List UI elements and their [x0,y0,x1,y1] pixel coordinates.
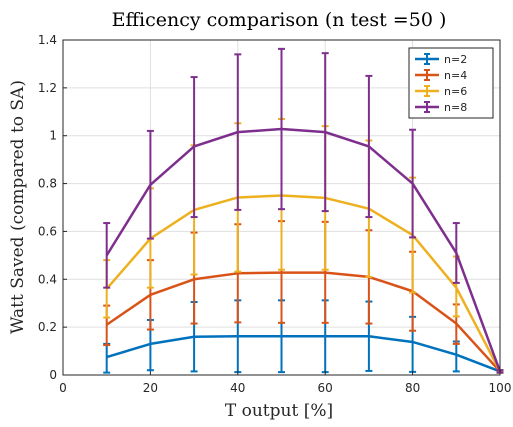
x-tick-label: 0 [59,381,67,395]
series-2 [103,220,504,374]
y-tick-label: 1.4 [38,33,57,47]
y-tick-label: 1.2 [38,81,57,95]
legend-item: n=6 [415,85,467,98]
legend: n=2 n=4 n=6 n=8 [408,47,494,119]
y-tick-label: 0.8 [38,177,57,191]
y-tick-label: 0.6 [38,224,57,238]
x-axis-label: T output [%] [225,401,333,421]
series-line [106,334,501,373]
legend-label: n=6 [444,85,467,98]
x-tick-label: 20 [143,381,158,395]
x-tick-label: 40 [230,381,245,395]
x-tick-label: 60 [318,381,333,395]
x-tick-label: 100 [489,381,512,395]
y-axis-label: Watt Saved (compared to SA) [8,80,28,334]
legend-item: n=8 [415,101,467,114]
legend-label: n=2 [444,53,467,66]
series-line [105,127,502,372]
series-line [105,271,501,373]
y-tick-label: 0.4 [38,272,57,286]
x-tick-label: 80 [405,381,420,395]
y-tick-label: 0.2 [38,320,57,334]
legend-label: n=4 [444,69,467,82]
legend-item: n=2 [415,53,467,66]
chart-title: Efficency comparison (n test =50 ) [112,9,447,31]
y-tick-label: 0 [49,368,57,382]
y-tick-label: 1 [49,129,57,143]
legend-label: n=8 [444,101,467,114]
series-line [105,194,502,372]
legend-item: n=4 [415,69,467,82]
axes-box [62,39,501,376]
